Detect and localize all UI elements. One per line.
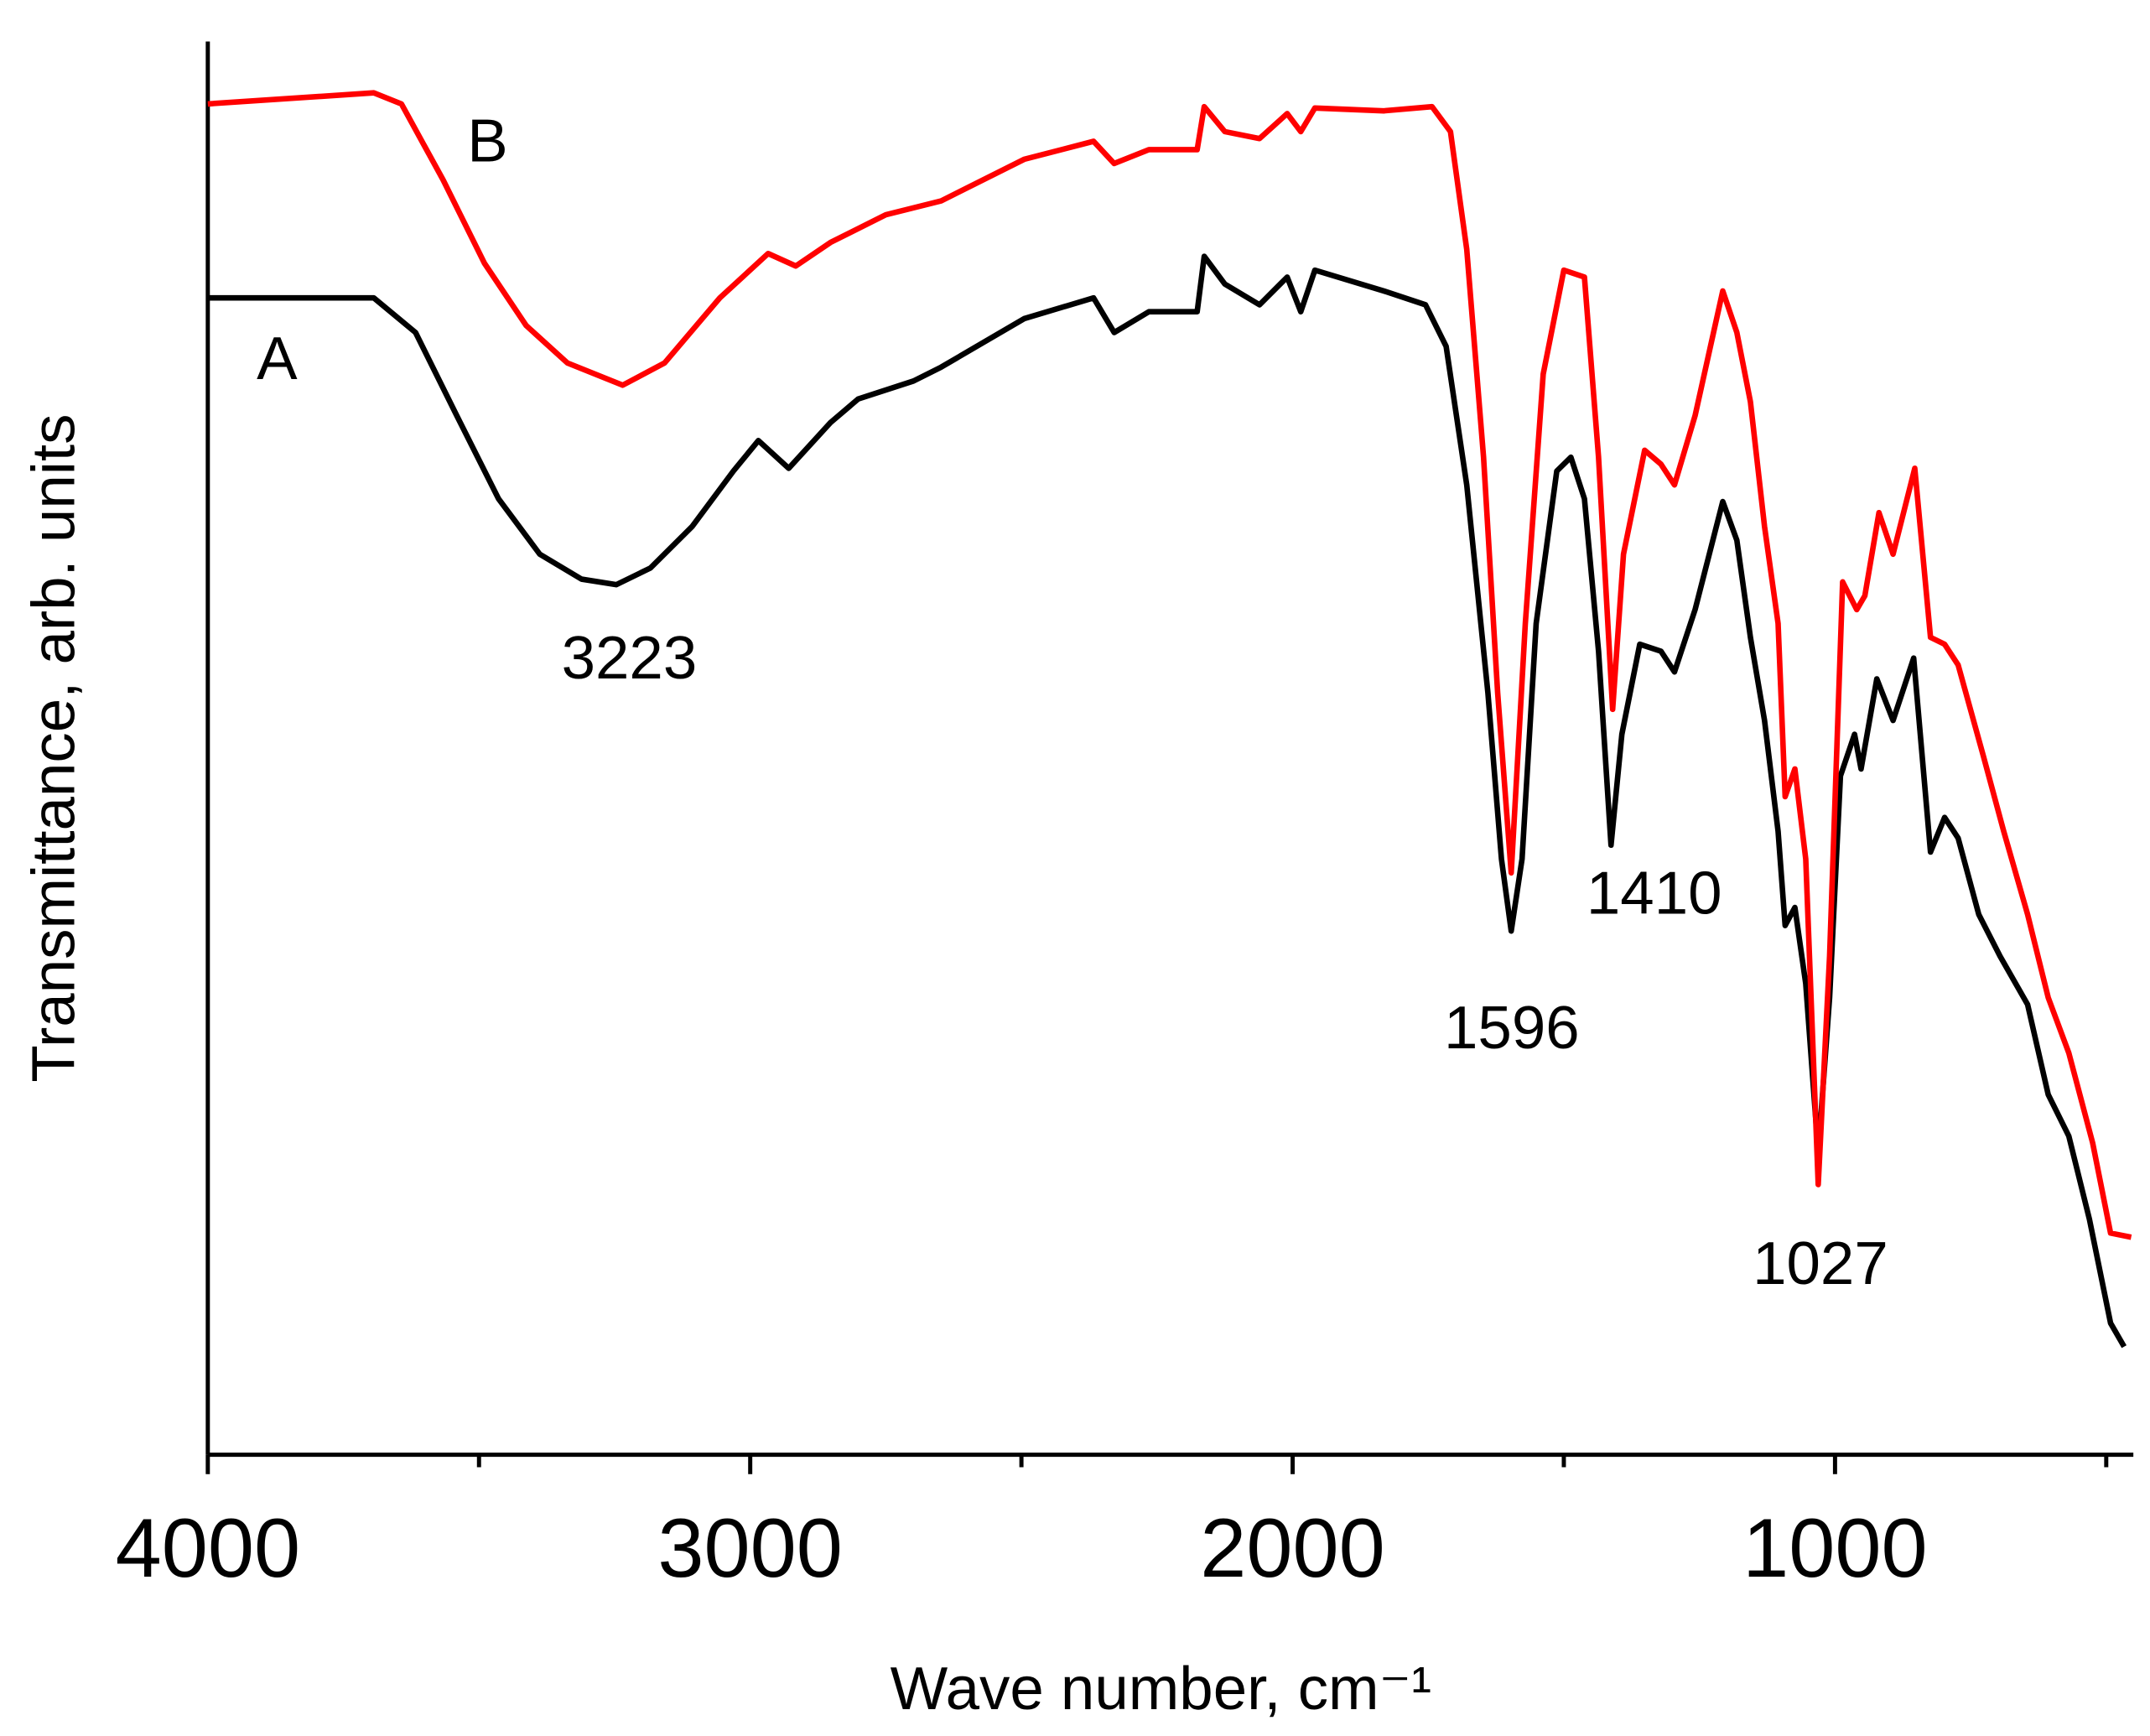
x-tick-label: 4000 (116, 1502, 300, 1595)
peak-annotation: 1027 (1753, 1229, 1888, 1297)
series-line (207, 253, 2127, 1349)
series-label: A (257, 325, 298, 392)
peak-annotation: 1410 (1587, 860, 1722, 928)
x-tick-label: 2000 (1200, 1502, 1384, 1595)
y-axis-title: Transmittance, arb. units (20, 414, 88, 1083)
series-line (207, 90, 2132, 1240)
peak-annotation: 3223 (562, 624, 698, 692)
peak-annotation: 1596 (1444, 994, 1580, 1062)
x-tick-label: 1000 (1742, 1502, 1927, 1595)
series-label: B (467, 107, 507, 175)
x-tick-label: 3000 (657, 1502, 842, 1595)
x-axis-title: Wave number, cm⁻¹ (891, 1655, 1431, 1723)
